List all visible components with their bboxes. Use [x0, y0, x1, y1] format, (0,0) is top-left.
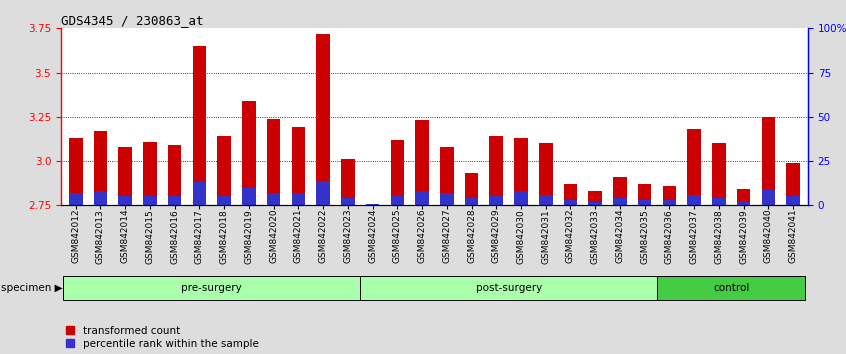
Text: GSM842012: GSM842012 — [71, 209, 80, 263]
Bar — [464, 173, 478, 205]
Bar — [391, 140, 404, 205]
Bar — [440, 193, 453, 205]
Bar — [365, 204, 379, 205]
Text: GSM842030: GSM842030 — [517, 209, 525, 263]
Bar — [589, 202, 602, 205]
Bar — [316, 181, 330, 205]
Bar — [94, 131, 107, 205]
Bar — [341, 159, 354, 205]
Text: GSM842016: GSM842016 — [170, 209, 179, 263]
Bar — [712, 143, 726, 205]
Text: GSM842029: GSM842029 — [492, 209, 501, 263]
Bar — [490, 136, 503, 205]
Text: GDS4345 / 230863_at: GDS4345 / 230863_at — [61, 14, 203, 27]
Text: GSM842026: GSM842026 — [418, 209, 426, 263]
Legend: transformed count, percentile rank within the sample: transformed count, percentile rank withi… — [66, 326, 259, 349]
Bar — [69, 138, 83, 205]
Text: GSM842014: GSM842014 — [121, 209, 129, 263]
Text: GSM842025: GSM842025 — [393, 209, 402, 263]
Bar — [94, 191, 107, 205]
Text: GSM842021: GSM842021 — [294, 209, 303, 263]
Bar — [657, 276, 805, 299]
Text: GSM842036: GSM842036 — [665, 209, 674, 263]
Bar — [662, 200, 676, 205]
Bar — [242, 101, 255, 205]
Text: GSM842020: GSM842020 — [269, 209, 278, 263]
Text: post-surgery: post-surgery — [475, 282, 541, 293]
Bar — [143, 196, 157, 205]
Text: control: control — [713, 282, 750, 293]
Bar — [638, 200, 651, 205]
Bar — [687, 129, 701, 205]
Bar — [712, 198, 726, 205]
Bar — [761, 189, 775, 205]
Bar — [391, 196, 404, 205]
Bar — [440, 147, 453, 205]
Text: GSM842038: GSM842038 — [714, 209, 723, 263]
Text: GSM842017: GSM842017 — [195, 209, 204, 263]
Text: GSM842035: GSM842035 — [640, 209, 649, 263]
Bar — [662, 186, 676, 205]
Bar — [613, 198, 627, 205]
Bar — [217, 196, 231, 205]
Bar — [687, 195, 701, 205]
Text: GSM842015: GSM842015 — [146, 209, 155, 263]
Bar — [539, 143, 552, 205]
Bar — [266, 193, 280, 205]
Bar — [737, 189, 750, 205]
Bar — [118, 196, 132, 205]
Bar — [341, 198, 354, 205]
Bar — [589, 191, 602, 205]
Text: GSM842018: GSM842018 — [220, 209, 228, 263]
Text: GSM842027: GSM842027 — [442, 209, 451, 263]
Bar — [69, 193, 83, 205]
Bar — [514, 191, 528, 205]
Bar — [63, 276, 360, 299]
Bar — [292, 193, 305, 205]
Bar — [563, 200, 577, 205]
Bar — [217, 136, 231, 205]
Bar — [786, 163, 799, 205]
Text: GSM842037: GSM842037 — [689, 209, 699, 263]
Bar — [415, 120, 429, 205]
Text: GSM842023: GSM842023 — [343, 209, 352, 263]
Bar — [563, 184, 577, 205]
Text: pre-surgery: pre-surgery — [181, 282, 242, 293]
Text: GSM842034: GSM842034 — [615, 209, 624, 263]
Bar — [415, 191, 429, 205]
Bar — [539, 195, 552, 205]
Text: GSM842013: GSM842013 — [96, 209, 105, 263]
Text: GSM842033: GSM842033 — [591, 209, 600, 263]
Bar — [490, 196, 503, 205]
Text: GSM842024: GSM842024 — [368, 209, 377, 263]
Text: specimen ▶: specimen ▶ — [1, 282, 63, 293]
Bar — [316, 34, 330, 205]
Text: GSM842039: GSM842039 — [739, 209, 748, 263]
Bar — [266, 119, 280, 205]
Text: GSM842022: GSM842022 — [319, 209, 327, 263]
Bar — [638, 184, 651, 205]
Text: GSM842041: GSM842041 — [788, 209, 798, 263]
Bar — [242, 188, 255, 205]
Text: GSM842032: GSM842032 — [566, 209, 575, 263]
Text: GSM842031: GSM842031 — [541, 209, 550, 263]
Bar — [143, 142, 157, 205]
Bar — [786, 196, 799, 205]
Bar — [464, 198, 478, 205]
Bar — [365, 204, 379, 205]
Bar — [168, 145, 182, 205]
Bar — [761, 117, 775, 205]
Bar — [193, 182, 206, 205]
Text: GSM842040: GSM842040 — [764, 209, 773, 263]
Text: GSM842028: GSM842028 — [467, 209, 476, 263]
Bar — [118, 147, 132, 205]
Bar — [737, 202, 750, 205]
Bar — [168, 196, 182, 205]
Bar — [613, 177, 627, 205]
Bar — [360, 276, 657, 299]
Bar — [292, 127, 305, 205]
Bar — [514, 138, 528, 205]
Bar — [193, 46, 206, 205]
Text: GSM842019: GSM842019 — [244, 209, 254, 263]
